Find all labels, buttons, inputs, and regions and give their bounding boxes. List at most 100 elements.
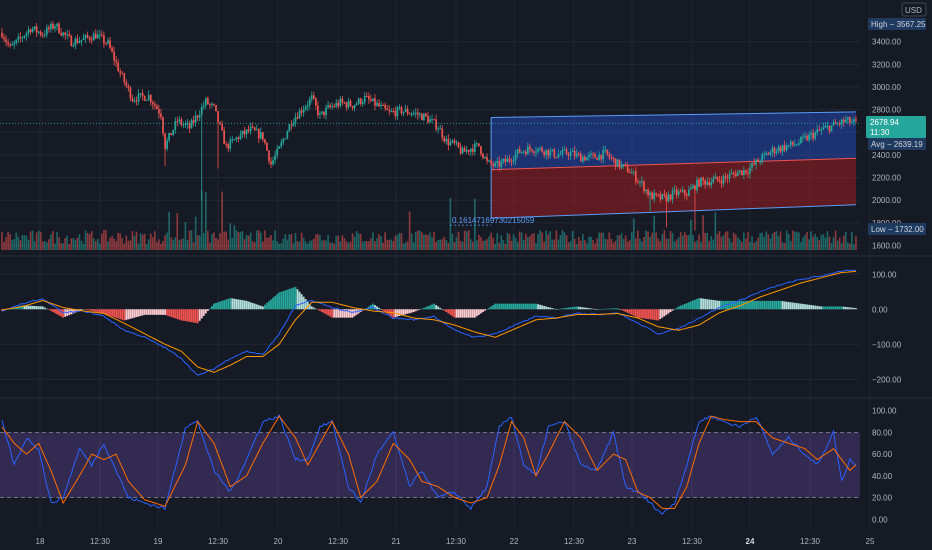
volume-bar [600, 232, 603, 250]
channel-upper-fill [491, 111, 856, 170]
candle-body [659, 194, 662, 200]
macd-histogram-bar [689, 301, 692, 310]
candle-body [832, 122, 835, 126]
macd-histogram-bar [170, 309, 173, 317]
candle-body [343, 102, 346, 104]
candle-body [596, 157, 598, 160]
currency-badge[interactable] [901, 2, 927, 17]
candle-body [451, 140, 454, 142]
candle-body [398, 107, 401, 109]
candle-body [471, 148, 474, 152]
candle-body [25, 32, 28, 36]
candle-body [806, 136, 808, 141]
macd-histogram-bar [229, 298, 232, 310]
candle-body [310, 95, 313, 99]
macd-histogram-bar [850, 307, 853, 310]
volume-bar [152, 237, 154, 250]
macd-histogram-bar [810, 305, 813, 310]
volume-bar [315, 234, 317, 250]
candle-body [616, 159, 619, 167]
volume-bar [730, 242, 733, 250]
macd-histogram-bar [402, 309, 405, 315]
volume-bar [849, 243, 851, 250]
candle-body [341, 98, 344, 103]
volume-bar [441, 239, 444, 250]
macd-histogram-bar [374, 305, 376, 310]
time-axis[interactable]: 18 12:30 19 12:30 20 12:30 21 12:30 22 12:30 23 12:… [36, 537, 875, 546]
macd-histogram-bar [382, 309, 385, 311]
stoch-tick-label: 20.00 [872, 494, 893, 503]
stoch-d-line [1, 415, 857, 509]
candle-body [3, 37, 5, 40]
volume-bar [673, 241, 676, 250]
macd-histogram-bar [239, 299, 242, 310]
macd-histogram-bar [573, 306, 576, 310]
volume-bar [160, 243, 162, 250]
macd-histogram-bar [447, 309, 450, 314]
macd-histogram-bar [498, 303, 501, 310]
volume-bar [836, 240, 839, 250]
candle-body [239, 134, 242, 140]
candle-body [681, 189, 684, 192]
candle-body [643, 181, 645, 192]
macd-histogram-bar [249, 302, 252, 310]
macd-histogram-bar [21, 305, 24, 310]
macd-histogram-bar [551, 308, 554, 310]
candle-body [300, 110, 303, 113]
macd-histogram-bar [608, 308, 611, 310]
macd-histogram-bar [353, 309, 356, 317]
candle-body [298, 110, 301, 119]
candle-body [416, 112, 419, 115]
candle-body [512, 160, 515, 162]
volume-bar [529, 236, 531, 250]
macd-histogram-bar [194, 309, 197, 323]
volume-bar [692, 234, 694, 250]
candle-body [292, 122, 295, 126]
macd-histogram-bar [718, 300, 721, 310]
macd-histogram-bar [522, 303, 525, 310]
macd-histogram-bar [376, 306, 378, 310]
candle-body [60, 33, 62, 36]
volume-bar [182, 238, 185, 250]
macd-histogram-bar [630, 309, 633, 315]
macd-histogram-bar [153, 309, 156, 315]
volume-bar [743, 232, 745, 250]
candle-body [710, 182, 713, 186]
macd-histogram-bar [816, 305, 819, 310]
volume-bar [616, 235, 619, 250]
macd-histogram-bar [429, 305, 431, 310]
macd-histogram-bar [771, 300, 774, 310]
macd-histogram-bar [192, 309, 195, 323]
volume-bar [810, 231, 812, 250]
candle-body [333, 106, 336, 108]
candle-body [685, 194, 688, 196]
candle-body [567, 154, 570, 156]
time-tick-label: 12:30 [682, 537, 703, 546]
candle-body [370, 99, 372, 101]
candle-body [394, 111, 397, 117]
volume-bar [624, 235, 627, 250]
volume-bar [476, 240, 478, 250]
candles [1, 20, 857, 231]
macd-histogram-bar [641, 309, 643, 319]
macd-histogram-bar [781, 301, 784, 310]
macd-histogram-bar [628, 309, 631, 314]
volume-bar [757, 237, 759, 250]
volume-bar [262, 241, 264, 250]
candle-body [751, 163, 753, 168]
candle-body [704, 180, 706, 185]
candle-body [363, 96, 366, 103]
macd-histogram-bar [694, 299, 696, 310]
candle-body [445, 138, 448, 142]
volume-bar [370, 238, 372, 250]
macd-tick-label: −100.00 [872, 340, 902, 349]
volume-bar [321, 240, 323, 250]
volume-bar [107, 241, 109, 250]
macd-histogram-bar [653, 309, 656, 320]
candle-body [262, 132, 264, 140]
macd-histogram-bar [665, 309, 668, 315]
price-tick-label: 1600.00 [872, 241, 901, 250]
price-tick-label: 3000.00 [872, 83, 901, 92]
candle-body [435, 119, 437, 130]
